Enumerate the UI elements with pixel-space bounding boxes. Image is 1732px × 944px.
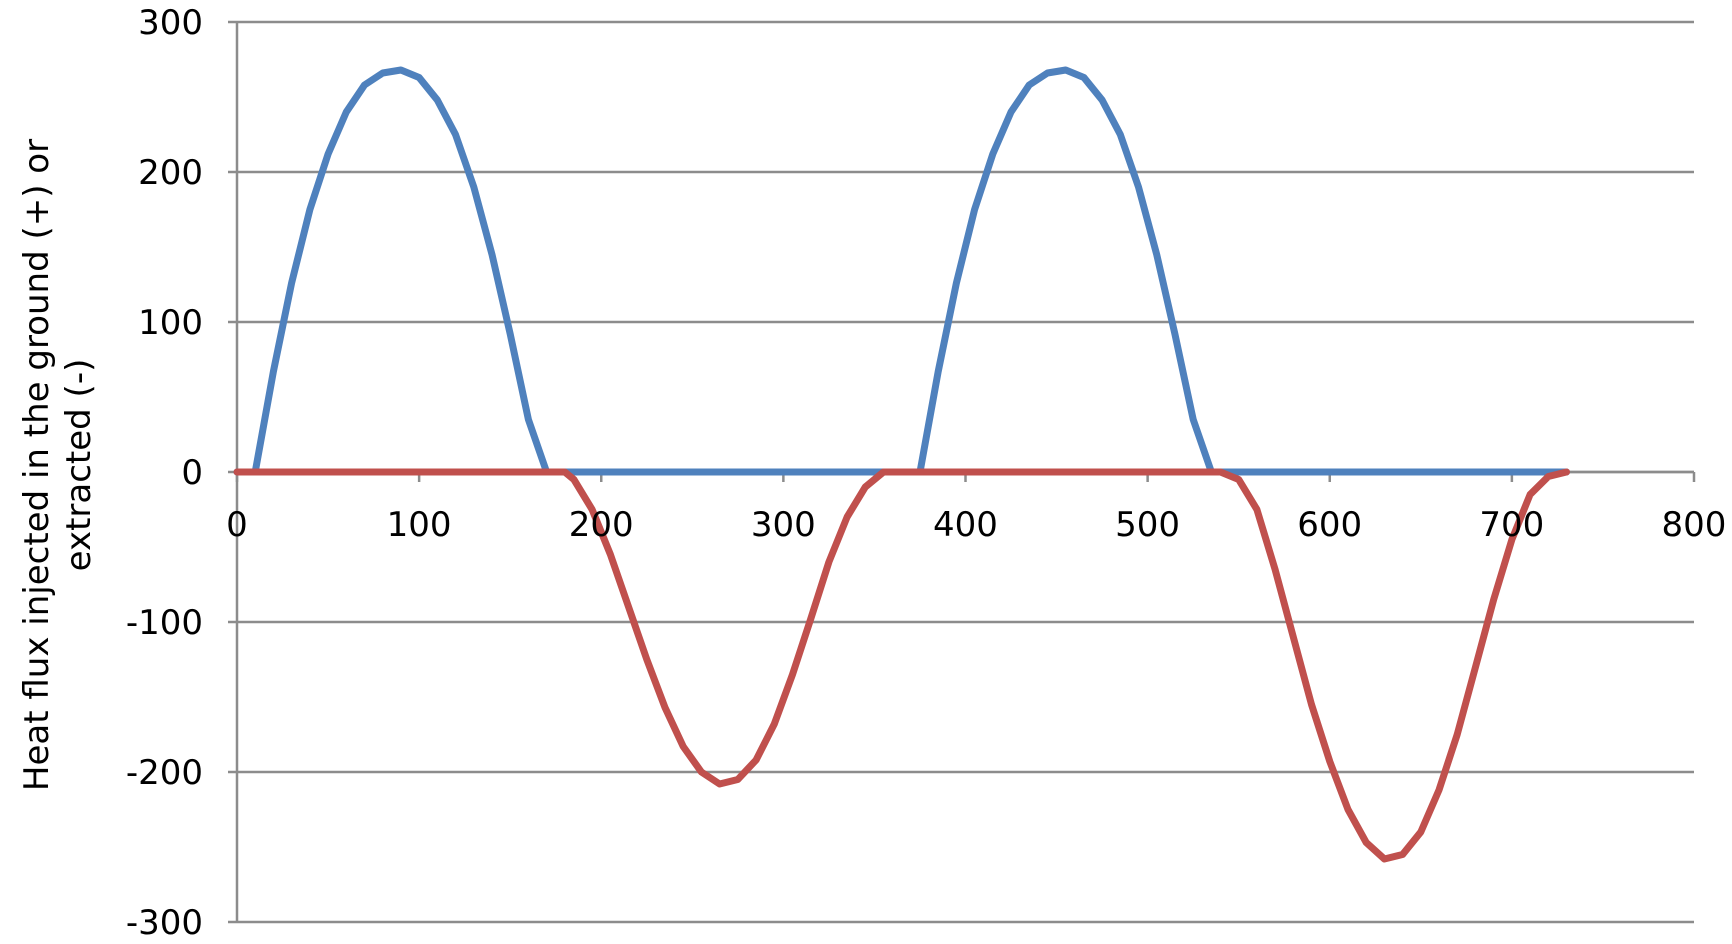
x-tick-label-4: 400	[933, 505, 998, 545]
y-tick-label-0: 300	[138, 3, 203, 43]
x-tick-label-8: 800	[1662, 505, 1727, 545]
x-tick-label-2: 200	[569, 505, 634, 545]
tick-labels: 300 200 100 0 -100 -200 -300 0 100 200 300 400 500 60…	[126, 3, 1727, 943]
y-tick-label-2: 100	[138, 303, 203, 343]
x-tick-label-1: 100	[387, 505, 452, 545]
x-tick-label-3: 300	[751, 505, 816, 545]
series-line-1	[233, 66, 1570, 476]
x-tick-label-5: 500	[1115, 505, 1180, 545]
y-tick-label-6: -300	[126, 903, 203, 943]
y-tick-label-1: 200	[138, 153, 203, 193]
x-tick-label-6: 600	[1297, 505, 1362, 545]
x-tick-label-7: 700	[1479, 505, 1544, 545]
series-line-2	[233, 468, 1570, 863]
y-axis-title-line-1: Heat flux injected in the ground (+) or	[17, 139, 57, 791]
series-lines	[233, 66, 1570, 863]
x-tick-label-0: 0	[226, 505, 248, 545]
y-tick-label-4: -100	[126, 603, 203, 643]
y-tick-label-3: 0	[181, 453, 203, 493]
y-tick-label-5: -200	[126, 753, 203, 793]
y-axis-title-line-2: extracted (-)	[59, 359, 99, 572]
